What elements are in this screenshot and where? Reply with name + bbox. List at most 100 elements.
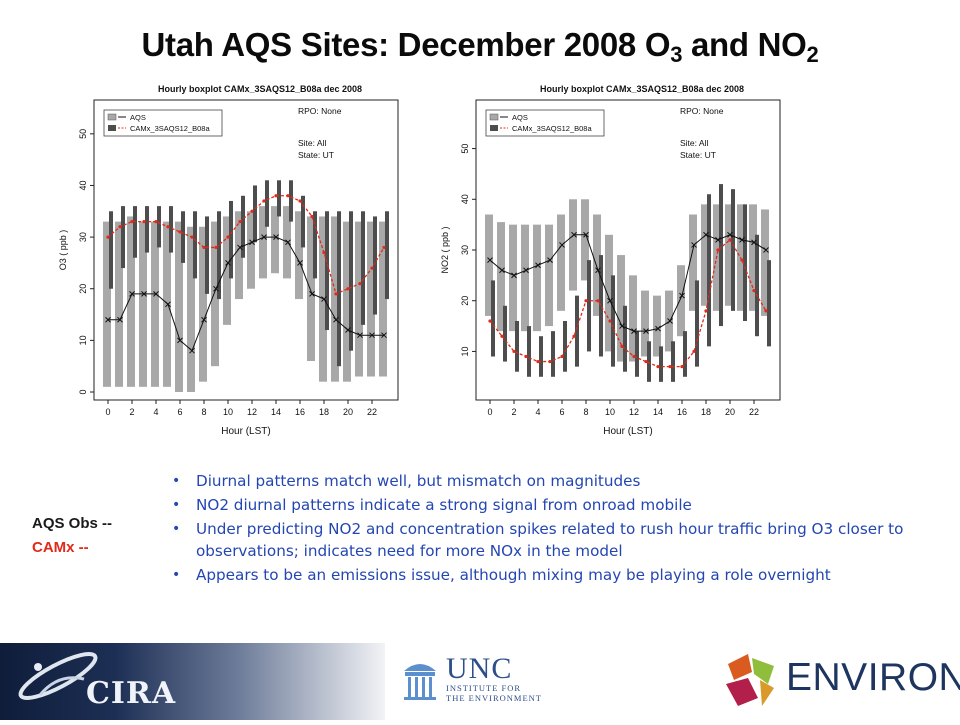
obs-box	[497, 222, 505, 332]
obs-median-point	[631, 328, 637, 334]
model-box	[169, 206, 173, 253]
unc-logo-text: UNC INSTITUTE FOR THE ENVIRONMENT	[446, 654, 542, 704]
x-tick-label: 2	[511, 407, 516, 417]
obs-box	[367, 221, 375, 377]
obs-median-point	[619, 323, 625, 329]
model-median-point	[274, 194, 278, 198]
obs-median-point	[763, 247, 769, 253]
obs-box	[247, 211, 255, 289]
model-median-point	[154, 220, 158, 224]
y-tick-label: 40	[78, 180, 88, 190]
model-box	[145, 206, 149, 253]
model-box	[289, 180, 293, 222]
model-median-point	[620, 344, 624, 348]
obs-median-point	[309, 291, 315, 297]
obs-box	[343, 221, 351, 382]
unc-well-icon	[404, 664, 436, 700]
model-box	[575, 295, 579, 367]
obs-median-point	[189, 347, 195, 354]
obs-median-point	[237, 244, 243, 251]
obs-box	[581, 199, 589, 281]
obs-box	[163, 221, 171, 387]
x-tick-label: 18	[319, 407, 329, 417]
model-median-point	[214, 245, 218, 250]
obs-median-point	[225, 260, 231, 266]
obs-median-point	[177, 337, 183, 344]
obs-median-point	[583, 231, 589, 238]
bullet-item: • NO2 diurnal patterns indicate a strong …	[170, 494, 940, 516]
obs-median-point	[523, 267, 529, 274]
model-box	[325, 211, 329, 331]
model-box	[623, 305, 627, 372]
model-box	[385, 211, 389, 300]
obs-median-point	[141, 291, 147, 297]
model-median-point	[668, 365, 672, 369]
obs-box	[665, 290, 673, 352]
model-box	[503, 305, 507, 362]
obs-median-point	[381, 332, 387, 339]
x-tick-label: 12	[629, 407, 639, 417]
obs-median-point	[607, 297, 613, 304]
model-box	[121, 206, 125, 269]
model-box	[695, 280, 699, 367]
bullet-text: NO2 diurnal patterns indicate a strong s…	[196, 496, 692, 514]
obs-median-line	[108, 236, 384, 352]
x-tick-label: 20	[725, 407, 735, 417]
model-median-point	[608, 319, 612, 323]
model-box	[671, 341, 675, 382]
obs-box	[223, 216, 231, 325]
x-tick-label: 0	[487, 407, 492, 417]
x-tick-label: 8	[583, 407, 588, 417]
obs-median-point	[333, 316, 339, 323]
obs-box	[139, 221, 147, 387]
x-tick-label: 4	[153, 407, 158, 417]
x-axis-label: Hour (LST)	[603, 426, 652, 437]
model-box	[373, 216, 377, 315]
x-tick-label: 2	[129, 407, 134, 417]
obs-box	[569, 199, 577, 291]
model-box	[205, 216, 209, 294]
model-median-point	[178, 230, 182, 234]
obs-box	[271, 206, 279, 274]
bullet-item: • Diurnal patterns match well, but mismat…	[170, 470, 940, 492]
side-legend: AQS Obs -- CAMx --	[32, 512, 112, 560]
y-tick-label: 40	[460, 194, 470, 204]
model-median-point	[334, 292, 338, 296]
x-tick-label: 0	[105, 407, 110, 417]
model-box	[109, 211, 113, 289]
legend-model-swatch	[108, 125, 116, 131]
model-box	[133, 206, 137, 258]
obs-median-point	[571, 231, 577, 238]
chart-annotation: Site: All	[298, 138, 326, 148]
model-median-point	[142, 220, 146, 224]
model-median-point	[728, 238, 732, 242]
obs-median-point	[487, 257, 493, 263]
obs-box	[259, 206, 267, 279]
obs-median-point	[715, 237, 721, 243]
model-median-point	[548, 359, 552, 364]
y-tick-label: 20	[78, 284, 88, 294]
model-median-point	[572, 334, 576, 338]
chart-annotation: RPO: None	[680, 106, 724, 116]
title-subscript-2: 2	[806, 42, 819, 67]
model-box	[719, 184, 723, 327]
model-box	[229, 200, 233, 279]
obs-median-point	[129, 291, 135, 297]
obs-box	[617, 255, 625, 362]
model-box	[193, 211, 197, 279]
unc-logo-line2: THE ENVIRONMENT	[446, 693, 542, 703]
no2-boxplot-chart: Hourly boxplot CAMx_3SAQS12_B08a dec 200…	[434, 80, 792, 458]
model-box	[277, 180, 281, 217]
obs-median-point	[691, 242, 697, 248]
bullet-text: Under predicting NO2 and concentration s…	[196, 520, 904, 560]
obs-median-point	[703, 231, 709, 238]
legend-obs-label: AQS	[130, 113, 146, 122]
model-box	[551, 331, 555, 377]
model-median-point	[632, 354, 636, 359]
model-box	[587, 260, 591, 352]
obs-median-point	[643, 328, 649, 334]
model-box	[563, 321, 567, 372]
environ-logo-icon	[726, 654, 774, 706]
chart-annotation: Site: All	[680, 138, 708, 148]
model-box	[527, 326, 531, 377]
